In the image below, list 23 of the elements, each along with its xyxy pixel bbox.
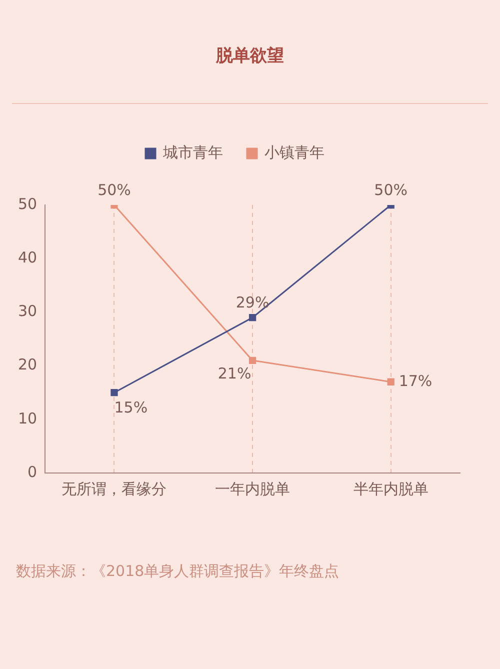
x-tick-label: 半年内脱单 [353,480,428,498]
y-tick-label: 20 [18,356,38,374]
x-tick-label: 一年内脱单 [215,480,290,498]
y-tick-label: 40 [18,248,38,266]
point [110,389,118,396]
point [248,314,256,322]
point [248,356,256,364]
x-tick-label: 无所谓，看缘分 [62,480,167,498]
y-tick-label: 30 [18,302,38,320]
data-label: 21% [218,364,252,382]
legend-label: 小镇青年 [264,143,324,162]
data-label: 50% [374,180,408,199]
y-tick-label: 50 [18,194,38,213]
source-note: 数据来源：《2018单身人群调查报告》年终盘点 [16,562,340,581]
chart-title: 脱单欲望 [214,45,285,67]
point [387,378,394,386]
data-label: 15% [114,398,148,416]
data-label: 17% [398,372,432,390]
y-tick-label: 10 [18,409,38,428]
data-label: 29% [236,293,270,312]
data-label: 50% [98,180,131,199]
y-tick-label: 0 [28,462,38,481]
legend-label: 城市青年 [162,143,223,162]
